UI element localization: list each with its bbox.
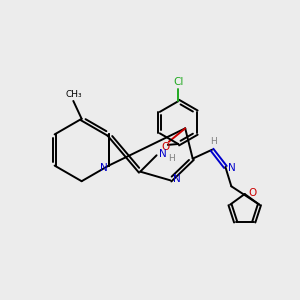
Text: CH₃: CH₃ <box>65 90 82 99</box>
Text: N: N <box>228 163 236 172</box>
Text: N: N <box>100 163 108 173</box>
Text: O: O <box>161 142 170 152</box>
Text: O: O <box>249 188 257 198</box>
Text: H: H <box>210 137 217 146</box>
Text: H: H <box>168 154 175 164</box>
Text: Cl: Cl <box>173 77 184 87</box>
Text: N: N <box>159 149 167 159</box>
Text: N: N <box>173 174 181 184</box>
